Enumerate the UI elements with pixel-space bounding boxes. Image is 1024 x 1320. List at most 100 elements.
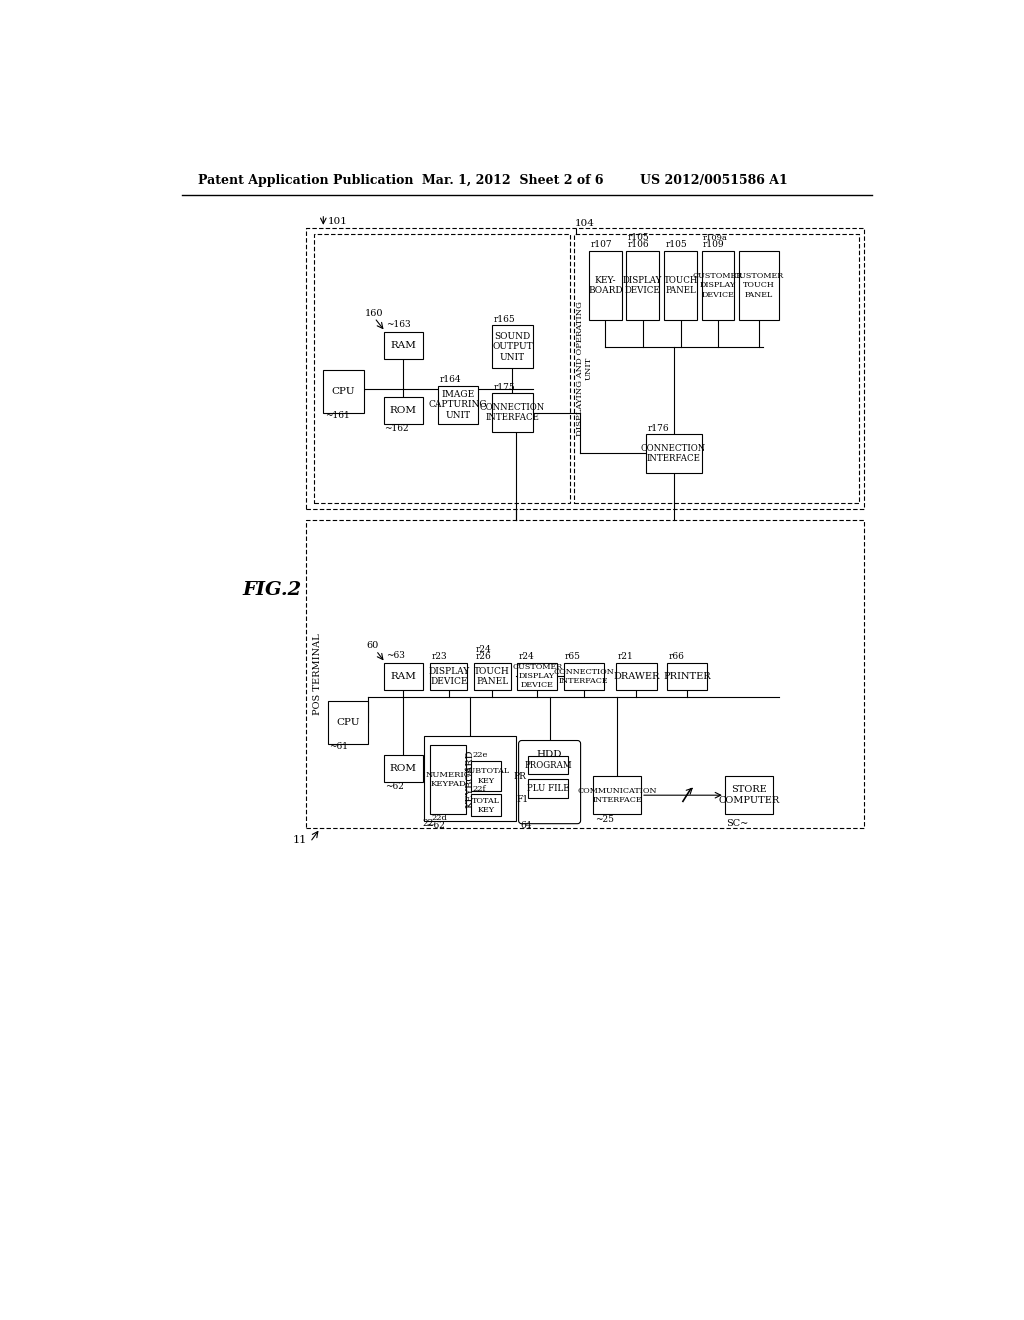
FancyBboxPatch shape	[725, 776, 773, 814]
FancyBboxPatch shape	[438, 385, 478, 424]
Text: r105: r105	[666, 240, 687, 249]
Text: PRINTER: PRINTER	[663, 672, 711, 681]
Text: PR: PR	[514, 772, 526, 780]
FancyBboxPatch shape	[528, 756, 568, 775]
Text: PROGRAM: PROGRAM	[524, 760, 571, 770]
Text: r105: r105	[628, 232, 649, 242]
Text: CUSTOMER
DISPLAY
DEVICE: CUSTOMER DISPLAY DEVICE	[512, 663, 562, 689]
Bar	[573, 234, 859, 503]
FancyBboxPatch shape	[517, 663, 557, 689]
Text: 160: 160	[365, 309, 383, 318]
Text: ~162: ~162	[384, 424, 409, 433]
FancyBboxPatch shape	[430, 744, 466, 814]
Text: ~61: ~61	[330, 742, 348, 751]
Text: r65: r65	[565, 652, 581, 661]
Text: TOUCH
PANEL: TOUCH PANEL	[474, 667, 510, 686]
FancyBboxPatch shape	[701, 251, 734, 321]
FancyBboxPatch shape	[384, 331, 423, 359]
Text: FIG.2: FIG.2	[243, 581, 302, 599]
FancyBboxPatch shape	[424, 737, 515, 821]
Text: DISPLAYING AND OPERATING
UNIT: DISPLAYING AND OPERATING UNIT	[575, 301, 593, 436]
FancyBboxPatch shape	[646, 434, 701, 473]
Text: r165: r165	[494, 315, 515, 323]
Text: SOUND
OUTPUT
UNIT: SOUND OUTPUT UNIT	[493, 331, 532, 362]
Text: PLU FILE: PLU FILE	[526, 784, 569, 793]
Text: Mar. 1, 2012  Sheet 2 of 6: Mar. 1, 2012 Sheet 2 of 6	[423, 174, 604, 187]
Text: CONNECTION
INTERFACE: CONNECTION INTERFACE	[641, 444, 707, 463]
FancyBboxPatch shape	[328, 701, 369, 743]
Text: r109: r109	[703, 240, 725, 249]
FancyBboxPatch shape	[738, 251, 779, 321]
FancyBboxPatch shape	[616, 663, 656, 689]
Text: DRAWER: DRAWER	[613, 672, 659, 681]
FancyBboxPatch shape	[589, 251, 622, 321]
FancyBboxPatch shape	[493, 393, 532, 432]
Text: CUSTOMER
DISPLAY
DEVICE: CUSTOMER DISPLAY DEVICE	[692, 272, 742, 298]
Text: IMAGE
CAPTURING
UNIT: IMAGE CAPTURING UNIT	[429, 389, 487, 420]
Text: US 2012/0051586 A1: US 2012/0051586 A1	[640, 174, 787, 187]
Text: HDD: HDD	[537, 750, 562, 759]
Text: 22f: 22f	[473, 785, 486, 793]
Text: ROM: ROM	[389, 407, 417, 414]
Text: SUBTOTAL
KEY: SUBTOTAL KEY	[463, 767, 509, 784]
Text: NUMERIC
KEYPAD: NUMERIC KEYPAD	[426, 771, 471, 788]
Text: SC~: SC~	[726, 820, 749, 829]
Bar	[306, 227, 864, 508]
FancyBboxPatch shape	[324, 370, 364, 412]
Text: ~62: ~62	[385, 783, 404, 792]
Text: CUSTOMER
TOUCH
PANEL: CUSTOMER TOUCH PANEL	[734, 272, 784, 298]
FancyBboxPatch shape	[665, 251, 697, 321]
FancyBboxPatch shape	[563, 663, 604, 689]
FancyBboxPatch shape	[493, 326, 532, 368]
Text: 22e: 22e	[473, 751, 488, 759]
Text: 60: 60	[367, 642, 379, 651]
Text: 101: 101	[328, 218, 348, 226]
Text: KEYBOARD: KEYBOARD	[465, 748, 474, 808]
Text: ~25: ~25	[595, 814, 613, 824]
FancyBboxPatch shape	[430, 663, 467, 689]
Text: F1: F1	[516, 795, 528, 804]
FancyBboxPatch shape	[384, 755, 423, 781]
Text: Patent Application Publication: Patent Application Publication	[198, 174, 414, 187]
Text: r66: r66	[669, 652, 684, 661]
Text: KEY-
BOARD: KEY- BOARD	[588, 276, 623, 296]
Text: ~62: ~62	[426, 821, 444, 830]
Text: r175: r175	[494, 383, 515, 392]
Text: TOUCH
PANEL: TOUCH PANEL	[664, 276, 697, 296]
Text: 11: 11	[292, 836, 306, 845]
Text: 22: 22	[423, 820, 434, 829]
Text: CPU: CPU	[336, 718, 359, 727]
Text: r164: r164	[439, 375, 461, 384]
Text: 64: 64	[520, 821, 531, 830]
Text: r106: r106	[628, 240, 649, 249]
Text: ~63: ~63	[386, 652, 404, 660]
Text: 22d: 22d	[432, 814, 447, 822]
Text: r109a: r109a	[703, 234, 728, 242]
Text: ~161: ~161	[325, 412, 349, 420]
FancyBboxPatch shape	[474, 663, 511, 689]
FancyBboxPatch shape	[528, 779, 568, 797]
Text: STORE
COMPUTER: STORE COMPUTER	[718, 785, 779, 805]
Text: DISPLAY
DEVICE: DISPLAY DEVICE	[428, 667, 469, 686]
Text: POS TERMINAL: POS TERMINAL	[312, 634, 322, 715]
Text: ~163: ~163	[386, 321, 411, 330]
FancyBboxPatch shape	[384, 397, 423, 424]
Text: r176: r176	[647, 424, 669, 433]
Text: CPU: CPU	[332, 387, 355, 396]
Text: RAM: RAM	[390, 672, 416, 681]
FancyBboxPatch shape	[471, 760, 501, 792]
Text: r21: r21	[617, 652, 634, 661]
Text: CONNECTION
INTERFACE: CONNECTION INTERFACE	[553, 668, 614, 685]
Bar	[314, 234, 569, 503]
Text: ROM: ROM	[389, 764, 417, 774]
Text: r26: r26	[475, 652, 490, 661]
Text: RAM: RAM	[390, 341, 416, 350]
FancyBboxPatch shape	[384, 663, 423, 689]
Bar	[306, 520, 864, 829]
FancyBboxPatch shape	[593, 776, 641, 814]
Text: TOTAL
KEY: TOTAL KEY	[472, 796, 500, 814]
FancyBboxPatch shape	[627, 251, 658, 321]
FancyBboxPatch shape	[471, 795, 501, 816]
FancyBboxPatch shape	[518, 741, 581, 824]
Text: 104: 104	[575, 219, 595, 227]
